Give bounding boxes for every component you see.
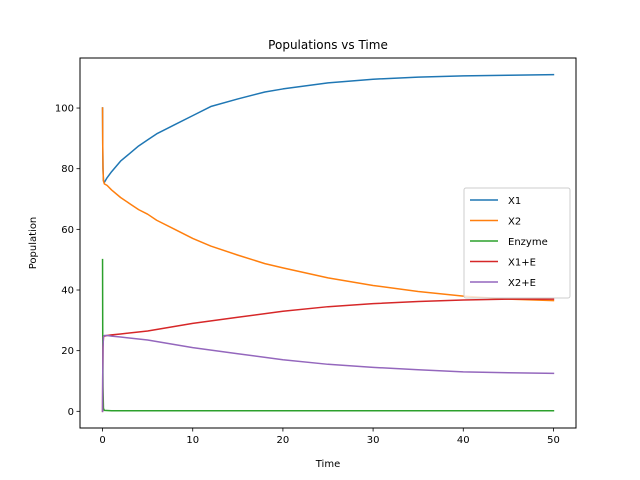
y-tick-label: 40 [61, 286, 74, 297]
series-line-x2-1 [101, 107, 555, 302]
y-tick-label: 0 [68, 407, 74, 418]
x-tick-label: 20 [277, 435, 290, 446]
y-axis-label: Population [28, 217, 39, 270]
legend: X1 X2 Enzyme X1+E X2+E [463, 187, 571, 299]
x-axis-label: Time [315, 459, 340, 470]
legend-label: X2 [508, 217, 521, 228]
x-axis-ticks: 0 10 20 30 40 50 [99, 428, 560, 446]
y-tick-label: 60 [61, 225, 74, 236]
x-tick-label: 30 [367, 435, 380, 446]
plot-frame [79, 57, 577, 429]
x-tick-label: 10 [186, 435, 199, 446]
legend-label: Enzyme [508, 237, 548, 248]
series-line-x2-e-4 [101, 334, 555, 413]
legend-label: X1+E [508, 258, 536, 269]
y-tick-label: 80 [61, 164, 74, 175]
legend-label: X2+E [508, 278, 536, 289]
chart-title: Populations vs Time [268, 38, 388, 52]
y-tick-label: 20 [61, 346, 74, 357]
series-line-enzyme-2 [101, 258, 555, 412]
legend-label: X1 [508, 196, 521, 207]
y-axis-ticks: 0 20 40 60 80 100 [55, 104, 80, 418]
x-tick-label: 0 [99, 435, 105, 446]
legend-frame [463, 187, 571, 299]
y-tick-label: 100 [55, 104, 74, 115]
x-tick-label: 40 [457, 435, 470, 446]
series-layer [101, 73, 555, 413]
x-tick-label: 50 [547, 435, 560, 446]
